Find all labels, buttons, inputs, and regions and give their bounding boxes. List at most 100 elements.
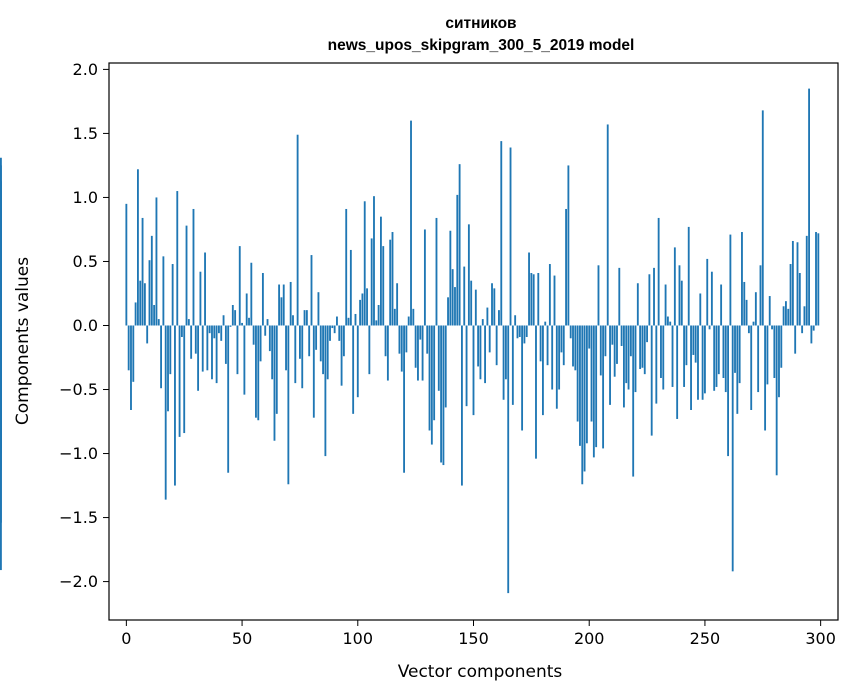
bar: [486, 307, 489, 326]
bar: [458, 164, 461, 326]
bar: [241, 322, 243, 326]
bar: [530, 273, 533, 326]
bar: [789, 264, 792, 326]
bar: [268, 325, 271, 352]
bar: [625, 325, 628, 384]
bar: [155, 197, 158, 326]
bar: [565, 208, 567, 326]
bar: [551, 325, 554, 390]
bar: [805, 235, 808, 326]
bar: [273, 325, 276, 441]
bar: [440, 325, 443, 463]
bar: [396, 283, 399, 326]
bar: [629, 325, 632, 357]
bar: [162, 256, 165, 326]
bar: [585, 325, 588, 444]
bar: [229, 325, 232, 327]
bar: [597, 265, 600, 326]
bar: [183, 325, 186, 434]
bar: [206, 325, 209, 371]
bar: [657, 217, 660, 326]
bar: [683, 325, 686, 387]
bar: [0, 325, 2, 349]
bar: [299, 325, 301, 359]
x-tick-label: 50: [232, 629, 252, 648]
bar: [201, 325, 204, 372]
bar: [419, 325, 422, 340]
bar: [157, 319, 160, 326]
bar: [495, 325, 498, 366]
bar: [569, 325, 572, 339]
bar: [727, 325, 729, 457]
bar: [590, 325, 593, 422]
bar: [641, 325, 644, 368]
bar: [174, 325, 176, 486]
bar: [285, 325, 287, 371]
bar: [798, 273, 801, 326]
bar: [553, 275, 556, 326]
bar: [150, 235, 153, 326]
bar: [456, 194, 459, 326]
bar: [465, 325, 468, 407]
x-tick-label: 250: [690, 629, 721, 648]
bar: [373, 196, 375, 326]
bar: [613, 325, 616, 377]
bar: [759, 265, 762, 326]
bar: [250, 262, 253, 326]
bar: [542, 325, 544, 416]
x-axis-label: Vector components: [398, 662, 563, 682]
bar: [535, 325, 537, 459]
bar: [218, 325, 220, 334]
bar: [141, 217, 144, 326]
bar: [627, 325, 630, 390]
bar: [333, 325, 336, 334]
bar: [741, 232, 743, 326]
bar: [491, 283, 493, 326]
bar: [791, 240, 794, 326]
bar: [342, 325, 345, 357]
bar: [301, 325, 304, 389]
bar: [581, 325, 584, 485]
bar: [472, 325, 475, 416]
bar: [338, 325, 341, 341]
bar: [467, 224, 470, 326]
bar: [317, 292, 320, 326]
bar: [812, 325, 815, 331]
bar: [426, 325, 429, 354]
bar: [220, 325, 223, 341]
bar: [148, 260, 151, 326]
bar: [252, 325, 255, 345]
bar: [671, 325, 674, 387]
bar: [623, 325, 625, 408]
x-tick-label: 200: [574, 629, 605, 648]
bar: [514, 315, 517, 326]
bar: [132, 325, 135, 382]
bar: [463, 266, 466, 326]
bar: [180, 325, 183, 338]
bar: [488, 325, 491, 353]
bar: [722, 325, 725, 378]
bar: [125, 203, 128, 326]
bar: [669, 321, 672, 326]
bar: [794, 325, 797, 354]
bar: [537, 273, 540, 326]
bar: [481, 319, 484, 326]
bar: [305, 310, 308, 326]
bar: [414, 325, 417, 368]
bar: [815, 232, 817, 326]
bar: [697, 325, 699, 400]
bar: [717, 325, 720, 375]
bar: [507, 325, 510, 594]
bar: [380, 216, 382, 326]
bar: [275, 325, 278, 414]
bar: [171, 264, 174, 326]
bar: [461, 325, 463, 486]
bar: [780, 325, 783, 368]
bar: [139, 280, 142, 326]
y-tick-label: 1.0: [73, 188, 98, 207]
bar: [423, 229, 426, 326]
bar: [282, 284, 285, 326]
bar: [609, 325, 611, 405]
bar: [326, 325, 329, 380]
bar: [398, 325, 401, 354]
